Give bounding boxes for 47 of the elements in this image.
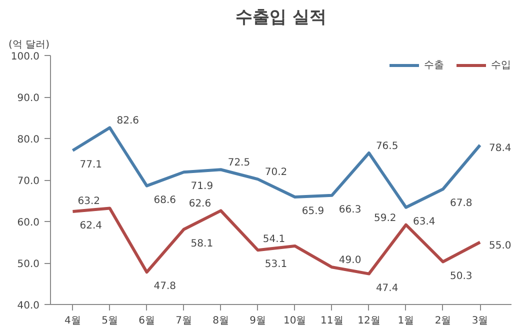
x-tick-label: 7월: [176, 316, 192, 326]
data-label: 67.8: [450, 198, 472, 210]
x-tick-label: 10월: [284, 316, 306, 326]
y-tick-label: 90.0: [17, 93, 40, 104]
data-label: 55.0: [489, 240, 512, 252]
data-label: 59.2: [374, 212, 396, 224]
x-tick-label: 11월: [320, 316, 344, 326]
data-label: 62.6: [188, 198, 212, 210]
data-label: 76.5: [376, 141, 398, 152]
y-tick-label: 50.0: [17, 259, 40, 270]
x-tick-label: 12월: [358, 316, 380, 326]
y-tick-label: 60.0: [17, 218, 40, 228]
data-label: 53.1: [264, 259, 288, 270]
x-tick-label: 8월: [212, 316, 230, 326]
x-tick-label: 6월: [138, 316, 155, 326]
data-label: 70.2: [264, 167, 288, 178]
legend-label: 수출: [424, 59, 444, 72]
data-label: 58.1: [190, 238, 214, 250]
data-label: 68.6: [154, 194, 176, 206]
y-axis-title: (억 달러): [8, 40, 50, 50]
x-tick-label: 4월: [64, 316, 81, 326]
x-tick-label: 2월: [434, 316, 452, 326]
data-label: 47.8: [154, 281, 176, 292]
chart-title: 수출입 실적: [236, 8, 326, 28]
data-label: 66.3: [338, 204, 362, 216]
legend-label: 수입: [491, 59, 511, 72]
data-label: 65.9: [302, 206, 324, 218]
data-label: 71.9: [190, 181, 214, 192]
y-tick-label: 70.0: [17, 176, 40, 187]
data-label: 63.2: [78, 196, 100, 208]
y-tick-label: 100.0: [10, 52, 40, 62]
data-label: 82.6: [116, 116, 140, 127]
data-label: 54.1: [262, 234, 286, 245]
data-label: 49.0: [338, 255, 362, 266]
x-tick-label: 9월: [250, 316, 266, 326]
data-label: 47.4: [376, 282, 398, 294]
data-label: 62.4: [80, 220, 102, 232]
data-label: 77.1: [80, 160, 102, 171]
data-label: 63.4: [412, 216, 436, 228]
x-tick-label: 3월: [472, 316, 488, 326]
data-label: 78.4: [489, 143, 512, 154]
data-label: 50.3: [450, 270, 472, 282]
x-tick-label: 1월: [398, 316, 414, 326]
data-label: 72.5: [228, 158, 250, 169]
y-tick-label: 80.0: [17, 134, 40, 146]
y-tick-label: 40.0: [17, 300, 40, 312]
x-tick-label: 5월: [102, 316, 118, 326]
